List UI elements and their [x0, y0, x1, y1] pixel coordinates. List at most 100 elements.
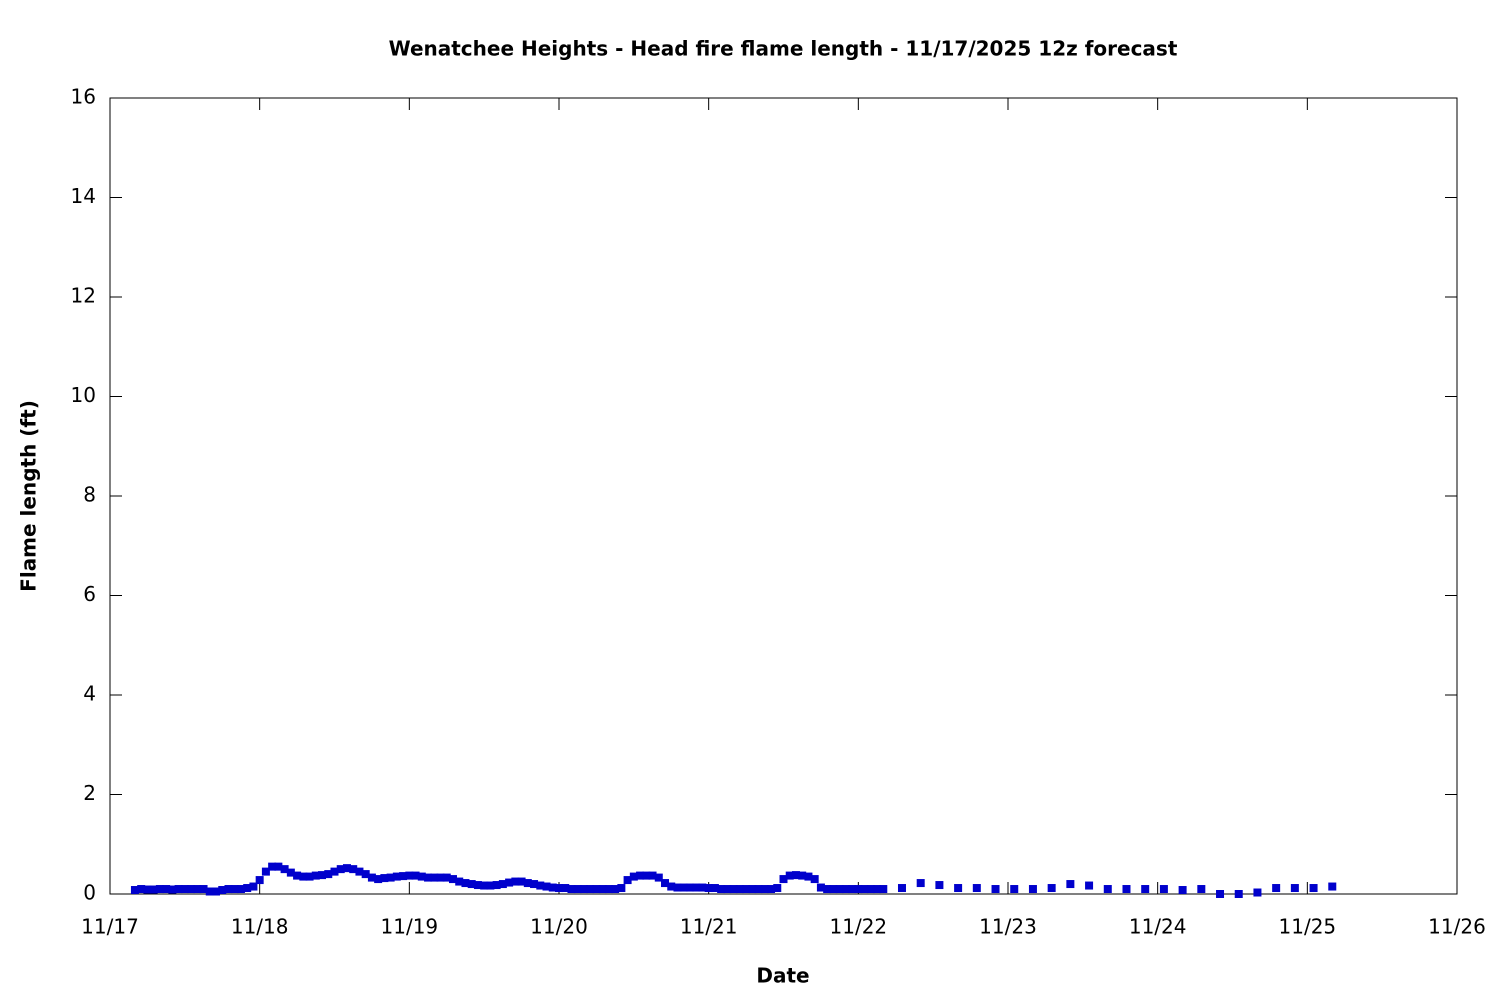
point [1234, 890, 1243, 898]
point [436, 873, 445, 882]
point [261, 867, 270, 876]
point [162, 885, 171, 894]
point [455, 877, 464, 886]
point [779, 875, 788, 884]
y-axis-label: Flame length (ft) [17, 400, 41, 592]
point [710, 884, 719, 893]
x-tick-label: 11/23 [979, 915, 1037, 939]
point [330, 867, 339, 876]
point [735, 885, 744, 894]
point [542, 882, 551, 891]
point [798, 871, 807, 880]
point [1309, 884, 1318, 893]
point [785, 871, 794, 880]
point [829, 885, 838, 894]
point [773, 884, 782, 893]
point [205, 887, 214, 896]
point [355, 867, 364, 876]
x-tick-label: 11/26 [1428, 915, 1486, 939]
point [548, 883, 557, 892]
point [324, 870, 333, 879]
point [342, 864, 351, 873]
point [1290, 884, 1299, 893]
point [1272, 884, 1281, 893]
point [448, 875, 457, 884]
point [137, 885, 146, 894]
point [236, 885, 245, 894]
point [804, 872, 813, 881]
point [879, 885, 888, 894]
point [1178, 886, 1187, 895]
point [218, 886, 227, 895]
point [367, 873, 376, 882]
point [717, 885, 726, 894]
point [274, 862, 283, 871]
point [280, 865, 289, 874]
point [461, 879, 470, 888]
point [767, 885, 776, 894]
point [1253, 888, 1262, 897]
point [168, 885, 177, 894]
point [293, 871, 302, 880]
point [255, 876, 264, 885]
point [193, 885, 202, 894]
point [392, 872, 401, 881]
point [1141, 885, 1150, 894]
y-tick-label: 8 [83, 483, 96, 507]
x-tick-label: 11/17 [81, 915, 139, 939]
point [492, 881, 501, 890]
point [480, 881, 489, 890]
point [611, 885, 620, 894]
point [361, 870, 370, 879]
point [617, 884, 626, 893]
point [1328, 882, 1337, 891]
point [1028, 885, 1037, 894]
y-tick-label: 4 [83, 682, 96, 706]
y-tick-label: 16 [71, 85, 96, 109]
point [848, 885, 857, 894]
point [399, 872, 408, 881]
point [935, 881, 944, 890]
chart-title: Wenatchee Heights - Head fire flame leng… [389, 37, 1178, 61]
point [636, 871, 645, 880]
point [810, 875, 819, 884]
point [598, 885, 607, 894]
x-tick-label: 11/21 [680, 915, 738, 939]
point [579, 885, 588, 894]
y-tick-label: 0 [83, 881, 96, 905]
point [505, 878, 514, 887]
point [954, 884, 963, 893]
point [673, 883, 682, 892]
point [854, 885, 863, 894]
point [629, 872, 638, 881]
x-axis-label: Date [756, 964, 809, 988]
point [1066, 880, 1075, 889]
point [187, 885, 196, 894]
point [873, 885, 882, 894]
point [667, 882, 676, 891]
point [897, 884, 906, 893]
point [224, 885, 233, 894]
point [567, 885, 576, 894]
x-tick-label: 11/25 [1279, 915, 1337, 939]
point [243, 884, 252, 893]
point [1103, 885, 1112, 894]
point [311, 871, 320, 880]
point [249, 882, 258, 891]
point [916, 879, 925, 888]
point [143, 885, 152, 894]
point [754, 885, 763, 894]
point [411, 871, 420, 880]
point [511, 877, 520, 886]
point [748, 885, 757, 894]
point [199, 885, 208, 894]
point [299, 872, 308, 881]
point [386, 873, 395, 882]
point [349, 865, 358, 874]
point [523, 879, 532, 888]
point [536, 881, 545, 890]
point [823, 885, 832, 894]
point [380, 874, 389, 883]
point [1010, 885, 1019, 894]
point [405, 871, 414, 880]
